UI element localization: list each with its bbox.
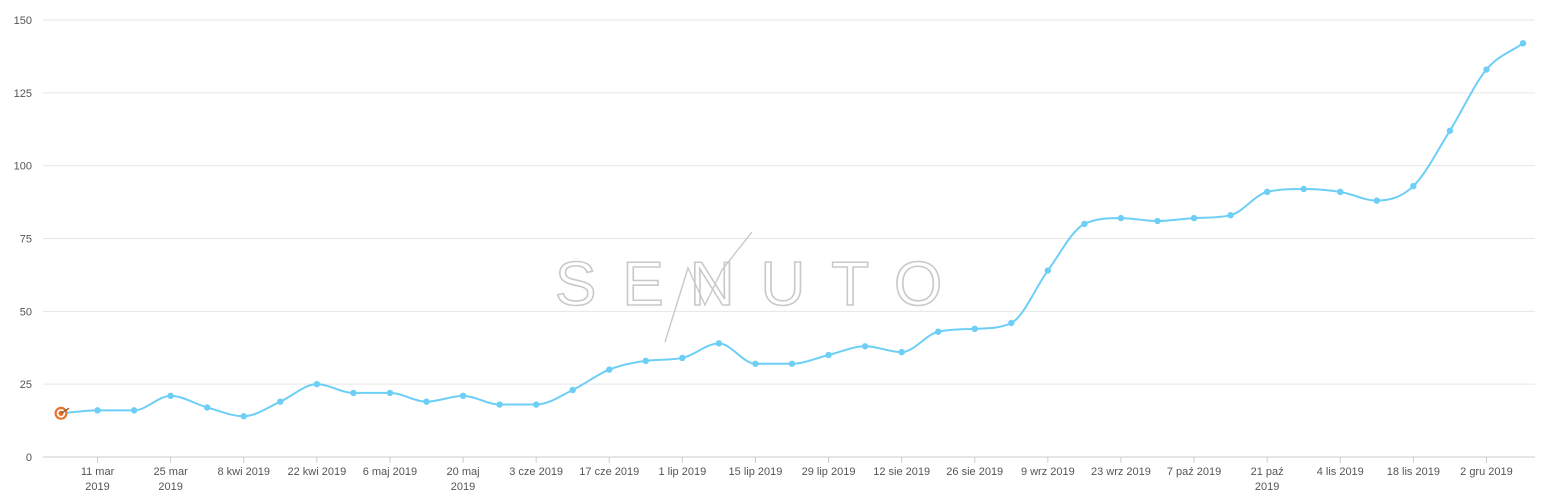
data-point (715, 340, 723, 347)
x-tick-label: 11 mar 2019 (81, 466, 115, 493)
data-point (788, 360, 796, 367)
data-point (130, 407, 138, 414)
data-point (861, 343, 869, 350)
x-tick-label: 29 lip 2019 (802, 466, 856, 478)
data-point (1263, 188, 1271, 196)
data-point (1519, 40, 1527, 47)
data-point (825, 351, 832, 359)
data-point (350, 389, 357, 397)
x-tick-label: 1 lip 2019 (658, 466, 706, 478)
x-tick-label: 9 wrz 2019 (1021, 466, 1075, 478)
data-point (1446, 127, 1454, 134)
data-point (898, 348, 905, 356)
y-tick-label: 25 (20, 379, 32, 391)
data-point (569, 386, 576, 394)
data-point (971, 325, 978, 333)
grid-layer (43, 19, 1535, 458)
data-point (94, 407, 101, 414)
x-tick-label: 21 paź 2019 (1251, 466, 1284, 493)
data-point (386, 389, 394, 397)
x-tick-label: 25 mar 2019 (154, 466, 189, 493)
data-point (1008, 319, 1015, 327)
data-point (1410, 182, 1417, 190)
data-point (1044, 267, 1052, 274)
y-tick-label: 50 (20, 306, 32, 318)
x-tick-label: 18 lis 2019 (1387, 466, 1440, 478)
data-point (642, 357, 649, 365)
series-layer (60, 42, 1524, 418)
data-point (752, 360, 759, 367)
data-point (1227, 211, 1234, 219)
x-axis: 11 mar 2019 25 mar 2019 8 kwi 2019 22 kwi 201… (81, 457, 1513, 493)
data-point (204, 404, 211, 411)
y-tick-label: 100 (14, 161, 32, 173)
x-tick-label: 20 maj 2019 (447, 466, 480, 493)
x-tick-label: 8 kwi 2019 (217, 466, 270, 478)
watermark-logo-stroke (664, 231, 753, 343)
y-axis: 0 25 50 75 100 125 150 (14, 15, 32, 464)
data-point (1117, 214, 1125, 222)
data-point (1081, 220, 1088, 228)
data-point (496, 401, 503, 408)
annotation-layer (54, 406, 70, 420)
data-point (1300, 185, 1307, 193)
x-tick-label: 3 cze 2019 (509, 466, 563, 478)
data-point (679, 354, 686, 362)
data-point (532, 401, 540, 408)
target-icon-arrow (60, 407, 70, 414)
x-tick-label: 22 kwi 2019 (287, 466, 346, 478)
target-icon (54, 406, 70, 420)
data-point (1337, 188, 1344, 196)
x-tick-label: 17 cze 2019 (579, 466, 639, 478)
data-point (459, 392, 467, 400)
x-tick-label: 12 sie 2019 (873, 466, 930, 478)
data-point (1154, 217, 1161, 225)
series-line (60, 42, 1524, 418)
y-tick-label: 0 (26, 452, 32, 464)
x-tick-label: 15 lip 2019 (729, 466, 783, 478)
x-tick-label: 23 wrz 2019 (1091, 466, 1151, 478)
watermark-text: SENUTO (555, 250, 968, 319)
x-tick-label: 26 sie 2019 (946, 466, 1003, 478)
data-point (423, 398, 430, 405)
data-point (313, 380, 321, 388)
data-points (94, 40, 1527, 420)
watermark: SENUTO (554, 231, 968, 343)
data-point (1373, 197, 1381, 204)
x-tick-label: 4 lis 2019 (1317, 466, 1364, 478)
data-point (935, 328, 942, 335)
data-point (1190, 214, 1198, 222)
x-tick-label: 6 maj 2019 (363, 466, 417, 478)
y-tick-label: 125 (14, 88, 32, 100)
y-tick-label: 75 (20, 234, 32, 246)
x-tick-label: 7 paź 2019 (1167, 466, 1221, 478)
x-tick-label: 2 gru 2019 (1460, 466, 1513, 478)
y-tick-label: 150 (14, 15, 32, 27)
data-point (606, 366, 613, 373)
data-point (167, 392, 174, 400)
data-point (1483, 66, 1490, 73)
data-point (240, 413, 247, 420)
data-point (277, 398, 284, 405)
